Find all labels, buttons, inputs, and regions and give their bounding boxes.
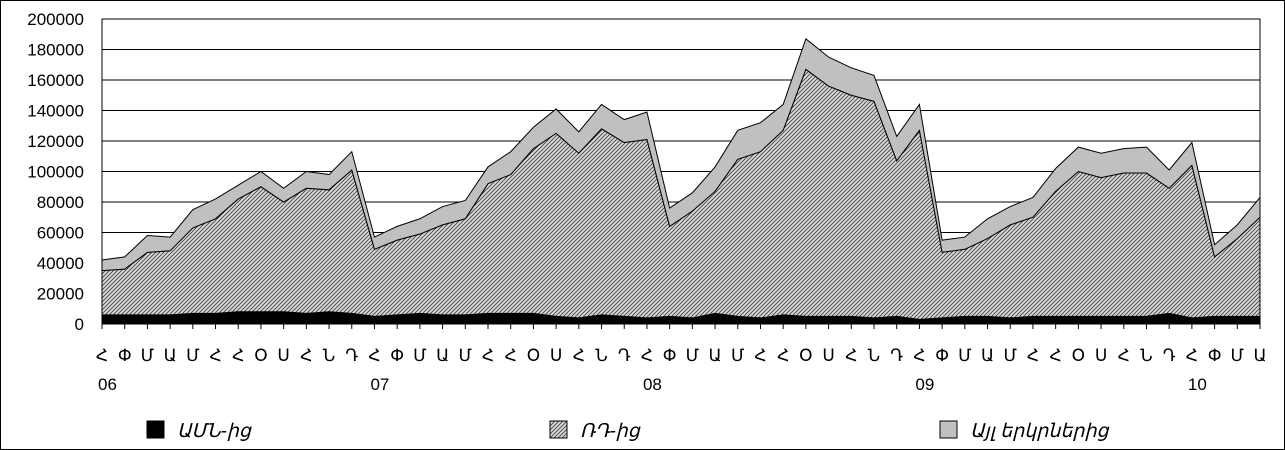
x-month-label: Հ bbox=[482, 346, 494, 365]
x-month-label: Հ bbox=[1027, 346, 1039, 365]
x-month-label: Հ bbox=[505, 346, 517, 365]
x-month-label: Փ bbox=[390, 346, 404, 365]
x-month-label: Օ bbox=[527, 346, 540, 365]
legend-swatch-2 bbox=[939, 420, 958, 439]
x-month-label: Օ bbox=[799, 346, 812, 365]
x-month-label: Փ bbox=[935, 346, 949, 365]
x-month-label: Մ bbox=[958, 346, 972, 365]
y-tick-label: 180000 bbox=[27, 41, 84, 60]
y-tick-label: 0 bbox=[75, 315, 84, 334]
x-month-label: Հ bbox=[573, 346, 585, 365]
x-month-label: Հ bbox=[1186, 346, 1198, 365]
y-tick-label: 80000 bbox=[37, 193, 84, 212]
y-tick-label: 20000 bbox=[37, 285, 84, 304]
y-tick-label: 160000 bbox=[27, 71, 84, 90]
x-month-label: Ն bbox=[595, 346, 607, 365]
x-month-label: Մ bbox=[186, 346, 200, 365]
x-year-label: 06 bbox=[98, 375, 117, 394]
x-month-label: Փ bbox=[663, 346, 677, 365]
x-month-label: Ա bbox=[436, 346, 449, 365]
x-month-label: Օ bbox=[254, 346, 267, 365]
x-month-label: Մ bbox=[459, 346, 473, 365]
x-month-label: Մ bbox=[686, 346, 700, 365]
y-tick-label: 200000 bbox=[27, 10, 84, 29]
x-month-label: Մ bbox=[1231, 346, 1245, 365]
x-year-label: 10 bbox=[1188, 375, 1207, 394]
y-tick-label: 100000 bbox=[27, 163, 84, 182]
x-month-label: Մ bbox=[1004, 346, 1018, 365]
x-month-label: Ն bbox=[1140, 346, 1152, 365]
legend-label-1: ՌԴ-ից bbox=[580, 421, 641, 442]
y-tick-label: 60000 bbox=[37, 224, 84, 243]
x-month-label: Հ bbox=[368, 346, 380, 365]
x-year-label: 07 bbox=[370, 375, 389, 394]
x-month-label: Դ bbox=[1163, 346, 1176, 365]
x-month-label: Հ bbox=[754, 346, 766, 365]
x-month-label: Հ bbox=[96, 346, 108, 365]
x-month-label: Փ bbox=[1208, 346, 1222, 365]
x-month-label: Ս bbox=[822, 346, 834, 365]
x-month-label: Ն bbox=[323, 346, 335, 365]
y-tick-label: 40000 bbox=[37, 254, 84, 273]
x-month-label: Դ bbox=[618, 346, 631, 365]
y-tick-label: 120000 bbox=[27, 132, 84, 151]
y-tick-label: 140000 bbox=[27, 102, 84, 121]
x-month-label: Հ bbox=[232, 346, 244, 365]
x-month-label: Հ bbox=[777, 346, 789, 365]
x-month-label: Մ bbox=[731, 346, 745, 365]
x-month-label: Ա bbox=[709, 346, 722, 365]
legend-label-2: Այլ երկրներից bbox=[970, 421, 1109, 442]
legend-swatch-0 bbox=[146, 420, 165, 439]
x-month-label: Հ bbox=[209, 346, 221, 365]
x-month-label: Ա bbox=[164, 346, 177, 365]
x-month-label: Հ bbox=[845, 346, 857, 365]
x-month-label: Փ bbox=[118, 346, 132, 365]
legend-label-0: ԱՄՆ-ից bbox=[177, 421, 252, 442]
x-month-label: Օ bbox=[1072, 346, 1085, 365]
x-month-label: Հ bbox=[300, 346, 312, 365]
x-month-label: Մ bbox=[413, 346, 427, 365]
x-month-label: Ս bbox=[1095, 346, 1107, 365]
x-month-label: Հ bbox=[913, 346, 925, 365]
x-month-label: Հ bbox=[1050, 346, 1062, 365]
x-month-label: Հ bbox=[641, 346, 653, 365]
plot-border bbox=[101, 18, 1261, 325]
x-month-label: Ս bbox=[277, 346, 289, 365]
x-year-label: 09 bbox=[915, 375, 934, 394]
legend-swatch-1 bbox=[549, 420, 568, 439]
x-month-label: Մ bbox=[141, 346, 155, 365]
x-month-label: Ա bbox=[981, 346, 994, 365]
x-month-label: Ս bbox=[550, 346, 562, 365]
x-month-label: Ա bbox=[1253, 346, 1266, 365]
x-month-label: Դ bbox=[345, 346, 358, 365]
x-month-label: Ն bbox=[868, 346, 880, 365]
x-year-label: 08 bbox=[643, 375, 662, 394]
x-month-label: Դ bbox=[890, 346, 903, 365]
x-month-label: Հ bbox=[1118, 346, 1130, 365]
